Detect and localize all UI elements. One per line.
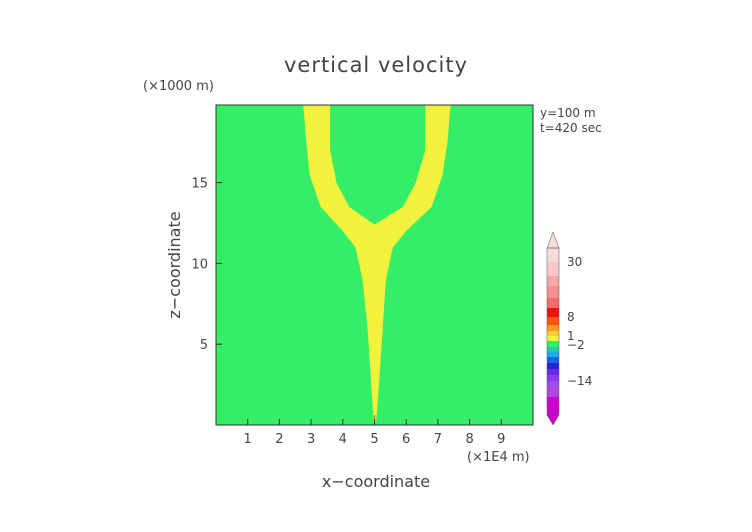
- x-tick-label-5: 5: [370, 432, 378, 447]
- chart-title: vertical velocity: [284, 53, 468, 77]
- y-axis-label: z−coordinate: [165, 211, 184, 318]
- x-axis-label: x−coordinate: [322, 472, 430, 491]
- colorbar-level-11: [547, 331, 559, 336]
- colorbar-frame: [546, 247, 560, 416]
- plume-stem: [342, 231, 407, 422]
- x-tick-label-1: 1: [244, 432, 252, 447]
- colorbar-level-18: [547, 262, 559, 276]
- x-tick-label-8: 8: [465, 432, 473, 447]
- colorbar-label-4: −14: [567, 374, 592, 388]
- x-tick-label-3: 3: [307, 432, 315, 447]
- y-tick-label-10: 10: [191, 257, 208, 272]
- colorbar-level-9: [547, 341, 559, 347]
- colorbar-level-17: [547, 276, 559, 286]
- plot-area: [215, 104, 534, 426]
- x-tick-label-7: 7: [434, 432, 442, 447]
- colorbar-level-0: [547, 397, 559, 415]
- colorbar-level-8: [547, 347, 559, 352]
- colorbar-level-1: [547, 388, 559, 397]
- colorbar-level-5: [547, 363, 559, 369]
- colorbar-label-3: −2: [567, 338, 585, 352]
- colorbar-label-2: 1: [567, 329, 575, 343]
- colorbar-level-3: [547, 375, 559, 381]
- x-tick-label-4: 4: [339, 432, 347, 447]
- colorbar-level-10: [547, 336, 559, 341]
- colorbar-level-16: [547, 286, 559, 298]
- y-tick-label-15: 15: [191, 177, 208, 192]
- colorbar: 30 8 1−2 −14: [546, 231, 592, 426]
- x-tick-label-2: 2: [275, 432, 283, 447]
- colorbar-level-15: [547, 298, 559, 308]
- colorbar-low-arrow: [546, 414, 560, 426]
- colorbar-level-2: [547, 381, 559, 388]
- colorbar-level-19: [547, 248, 559, 262]
- colorbar-label-0: 30: [567, 255, 582, 269]
- colorbar-level-13: [547, 317, 559, 325]
- x-unit-label: (×1E4 m): [467, 450, 530, 465]
- colorbar-label-1: 8: [567, 310, 575, 324]
- annotation-t: t=420 sec: [540, 121, 602, 135]
- colorbar-level-4: [547, 369, 559, 375]
- y-axis: 5 10 15: [191, 177, 222, 353]
- colorbar-level-12: [547, 325, 559, 331]
- x-tick-label-6: 6: [402, 432, 410, 447]
- y-tick-label-5: 5: [200, 338, 208, 353]
- x-axis: 1 2 3 4 5 6 7 8 9: [244, 419, 505, 447]
- colorbar-level-6: [547, 357, 559, 363]
- plume-gap: [330, 105, 426, 225]
- y-unit-label: (×1000 m): [143, 79, 214, 94]
- colorbar-high-arrow: [546, 231, 560, 249]
- colorbar-level-7: [547, 352, 559, 357]
- x-tick-label-9: 9: [497, 432, 505, 447]
- colorbar-level-14: [547, 308, 559, 317]
- annotation-y: y=100 m: [540, 106, 596, 120]
